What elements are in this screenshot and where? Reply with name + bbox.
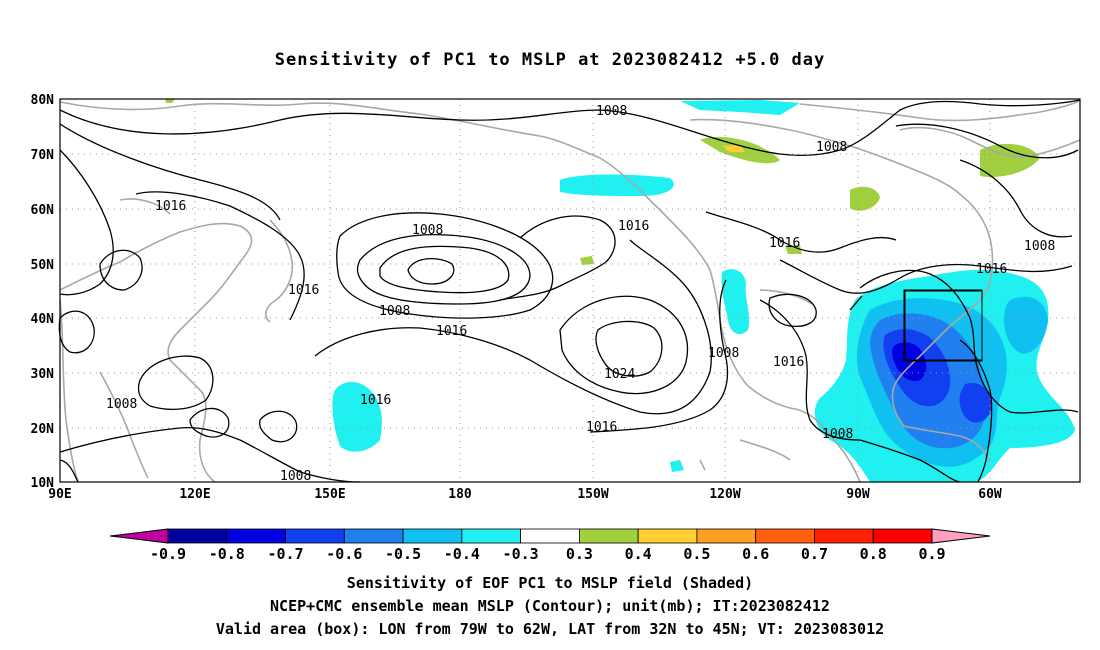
contour-label: 1008 <box>379 304 410 319</box>
lon-tick-label: 120W <box>709 487 740 502</box>
caption-shaded: Sensitivity of EOF PC1 to MSLP field (Sh… <box>346 574 754 592</box>
contour-label: 1016 <box>976 262 1007 277</box>
colorbar-tick-label: -0.9 <box>150 545 186 563</box>
contour-label: 1016 <box>288 283 319 298</box>
lat-tick-label: 80N <box>31 93 55 108</box>
contour-label: 1016 <box>360 393 391 408</box>
lon-tick-label: 150E <box>314 487 345 502</box>
contour-label: 1008 <box>412 223 443 238</box>
colorbar-bin <box>814 528 874 544</box>
lat-tick-label: 70N <box>31 148 55 163</box>
colorbar-bin <box>578 528 639 544</box>
contour-label: 1008 <box>596 104 627 119</box>
colorbar-tick-label: 0.5 <box>683 545 710 563</box>
colorbar: -0.9 -0.8 -0.7 -0.6 -0.5 -0.4 -0.3 0.3 0.4 0.5 0.6… <box>109 528 991 563</box>
lon-tick-label: 150W <box>577 487 608 502</box>
colorbar-bin <box>402 528 463 544</box>
colorbar-bin <box>343 528 404 544</box>
colorbar-bin <box>461 528 522 544</box>
colorbar-bin <box>696 528 757 544</box>
caption-contour: NCEP+CMC ensemble mean MSLP (Contour); u… <box>270 597 830 615</box>
colorbar-tick-label: -0.3 <box>503 545 539 563</box>
mslp-contours <box>58 99 1081 483</box>
lon-tick-label: 180 <box>448 487 472 502</box>
lat-tick-label: 40N <box>31 312 55 327</box>
lon-axis: 90E 120E 150E 180 150W 120W 90W 60W <box>48 487 1002 502</box>
contour-labels: 1008 1008 1016 1008 1016 1016 1016 1008 … <box>106 104 1055 484</box>
lat-tick-label: 30N <box>31 367 55 382</box>
colorbar-bin <box>755 528 815 544</box>
contour-label: 1016 <box>618 219 649 234</box>
contour-label: 1016 <box>155 199 186 214</box>
colorbar-tick-label: -0.8 <box>209 545 245 563</box>
colorbar-tick-label: 0.3 <box>566 545 593 563</box>
contour-label: 1008 <box>280 469 311 484</box>
colorbar-bin <box>167 528 228 544</box>
contour-label: 1008 <box>708 346 739 361</box>
colorbar-bin <box>872 528 933 544</box>
contour-label: 1016 <box>769 236 800 251</box>
colorbar-max-arrow <box>931 528 991 544</box>
lat-tick-label: 50N <box>31 258 55 273</box>
map-frame <box>59 98 1081 483</box>
contour-label: 1016 <box>436 324 467 339</box>
lat-tick-label: 20N <box>31 422 55 437</box>
contour-label: 1016 <box>586 420 617 435</box>
colorbar-bin <box>520 528 580 544</box>
colorbar-tick-label: 0.4 <box>625 545 652 563</box>
colorbar-bin <box>285 528 345 544</box>
colorbar-bin <box>637 528 698 544</box>
colorbar-tick-label: -0.6 <box>326 545 362 563</box>
colorbar-tick-label: 0.8 <box>860 545 887 563</box>
contour-label: 1016 <box>773 355 804 370</box>
lat-tick-label: 10N <box>31 476 55 491</box>
valid-area-box <box>904 290 983 362</box>
contour-label: 1008 <box>822 427 853 442</box>
colorbar-tick-label: 0.6 <box>742 545 769 563</box>
colorbar-tick-label: -0.4 <box>444 545 480 563</box>
contour-label: 1024 <box>604 367 635 382</box>
colorbar-tick-label: 0.7 <box>801 545 828 563</box>
shaded-sensitivity <box>165 99 1075 482</box>
colorbar-tick-label: -0.5 <box>385 545 421 563</box>
contour-label: 1008 <box>106 397 137 412</box>
lon-tick-label: 90W <box>846 487 870 502</box>
contour-label: 1008 <box>816 140 847 155</box>
colorbar-tick-label: 0.9 <box>918 545 945 563</box>
colorbar-bin <box>226 528 286 544</box>
coastlines <box>59 99 1081 483</box>
lon-tick-label: 120E <box>179 487 210 502</box>
contour-label: 1008 <box>1024 239 1055 254</box>
colorbar-min-arrow <box>109 528 169 544</box>
lon-tick-label: 90E <box>48 487 71 502</box>
chart-title: Sensitivity of PC1 to MSLP at 2023082412… <box>274 50 826 70</box>
colorbar-tick-label: -0.7 <box>267 545 303 563</box>
lon-tick-label: 60W <box>978 487 1002 502</box>
lat-axis: 80N 70N 60N 50N 40N 30N 20N 10N <box>31 93 55 491</box>
lat-tick-label: 60N <box>31 203 55 218</box>
caption-valid-area: Valid area (box): LON from 79W to 62W, L… <box>215 620 885 638</box>
